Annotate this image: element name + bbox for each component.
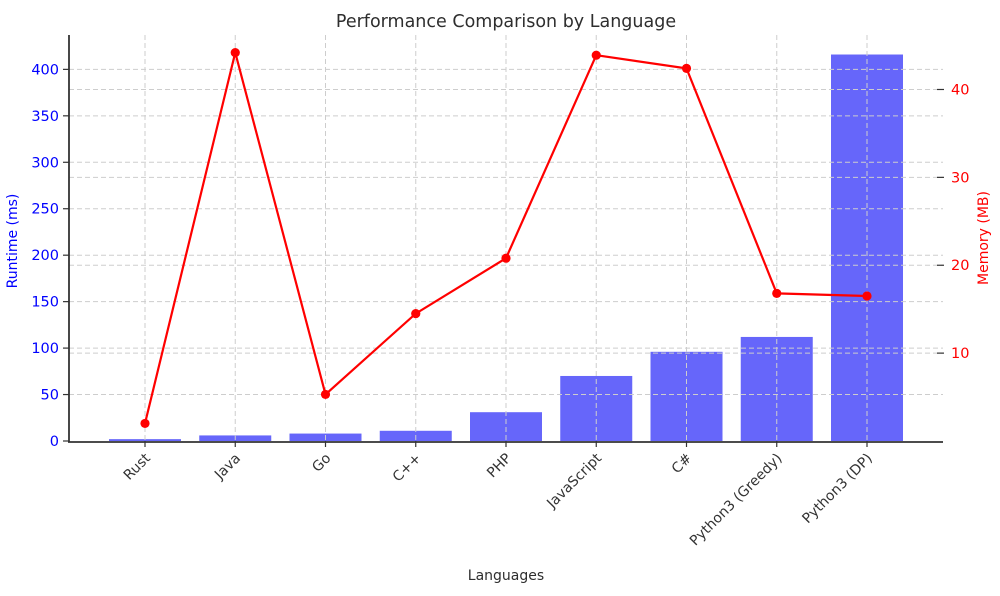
left-tick-label: 50	[41, 388, 59, 404]
memory-point-Python3 (DP)	[862, 291, 872, 301]
right-tick-label: 10	[951, 346, 969, 362]
chart-title: Performance Comparison by Language	[336, 12, 676, 32]
left-tick-label: 200	[31, 248, 59, 264]
memory-point-C#	[681, 63, 692, 73]
memory-point-C++	[411, 308, 421, 319]
x-tick-label-C#: C#	[669, 451, 696, 478]
right-tick-label: 30	[951, 170, 969, 186]
x-tick-label-Go: Go	[309, 451, 334, 476]
left-axis-title: Runtime (ms)	[5, 194, 21, 289]
left-tick-label: 400	[31, 62, 59, 78]
x-tick-label-PHP: PHP	[484, 451, 515, 482]
chart-layers: 0 50 100 150 200 250 300 350 400 10 20 30 40 Rust Java…	[31, 35, 969, 549]
bar-Rust	[109, 439, 181, 441]
right-tick-label: 20	[951, 258, 969, 274]
x-tick-label-Rust: Rust	[121, 450, 154, 483]
left-tick-label: 250	[31, 202, 59, 218]
memory-point-Rust	[140, 418, 150, 429]
x-axis-title: Languages	[468, 568, 544, 584]
memory-point-Java	[230, 47, 240, 58]
memory-point-PHP	[501, 253, 511, 263]
left-tick-label: 350	[31, 109, 59, 125]
left-tick-label: 150	[31, 295, 59, 311]
left-tick-label: 300	[31, 155, 59, 171]
x-tick-label-Java: Java	[211, 451, 244, 484]
x-tick-label-Python3 (DP): Python3 (DP)	[799, 451, 875, 527]
x-tick-label-Python3 (Greedy): Python3 (Greedy)	[687, 451, 786, 550]
memory-point-Go	[320, 389, 331, 400]
memory-point-Python3 (Greedy)	[772, 288, 782, 298]
x-tick-label-C++: C++	[390, 451, 425, 486]
right-axis-title: Memory (MB)	[976, 191, 992, 285]
left-tick-label: 100	[31, 341, 59, 357]
right-tick-label: 40	[951, 82, 969, 98]
memory-point-JavaScript	[591, 50, 601, 60]
left-tick-label: 0	[50, 434, 59, 450]
x-tick-label-JavaScript: JavaScript	[543, 450, 605, 512]
